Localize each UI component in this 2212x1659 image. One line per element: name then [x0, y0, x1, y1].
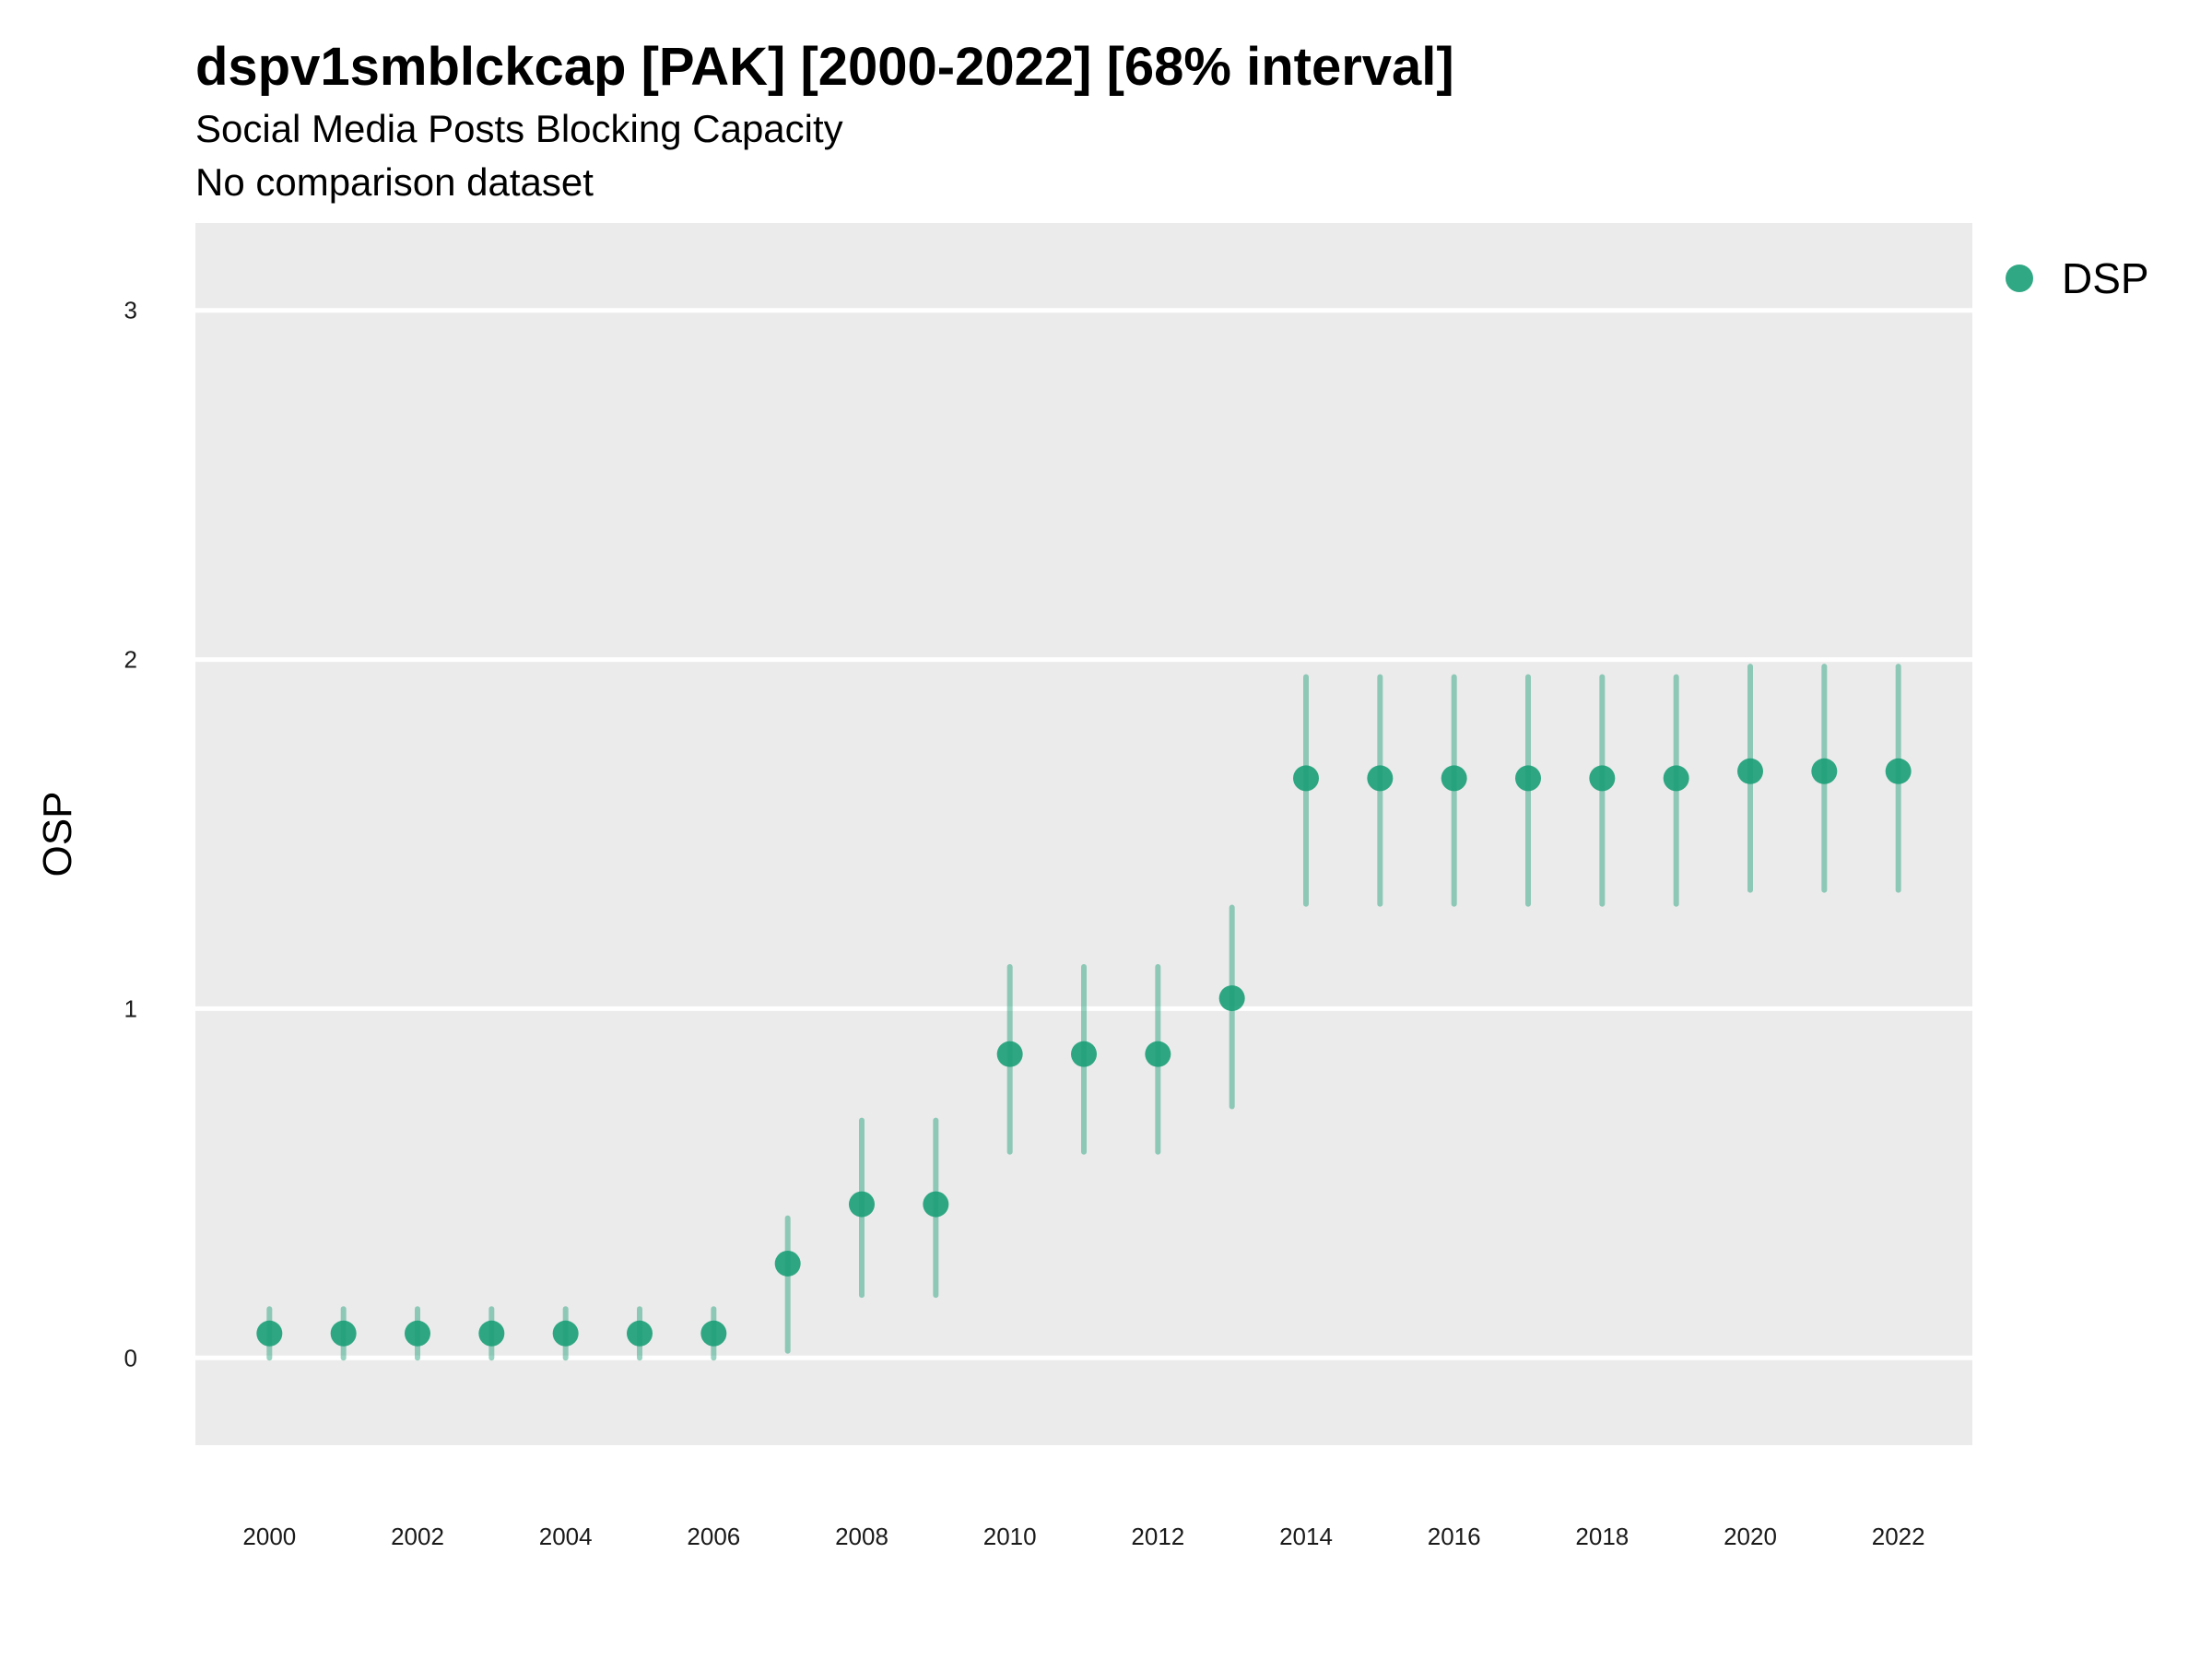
data-point-2011: [1071, 1041, 1097, 1067]
data-point-2004: [552, 1320, 579, 1347]
x-tick-label-2002: 2002: [391, 1523, 444, 1550]
x-tick-label-2016: 2016: [1428, 1523, 1481, 1550]
x-tick-label-2022: 2022: [1872, 1523, 1925, 1550]
data-point-2012: [1145, 1041, 1171, 1067]
data-point-2006: [700, 1320, 727, 1347]
x-tick-label-2004: 2004: [539, 1523, 593, 1550]
y-tick-label-3: 3: [124, 297, 137, 324]
data-point-2013: [1218, 985, 1245, 1012]
chart-subtitle: Social Media Posts Blocking Capacity: [195, 107, 843, 150]
data-point-2008: [849, 1191, 875, 1218]
legend-label: DSP: [2062, 254, 2149, 302]
data-point-2001: [330, 1320, 357, 1347]
data-point-2002: [405, 1320, 430, 1347]
legend: DSP: [2006, 254, 2149, 302]
x-tick-label-2014: 2014: [1279, 1523, 1333, 1550]
y-tick-label-2: 2: [124, 646, 137, 674]
x-tick-label-2020: 2020: [1724, 1523, 1777, 1550]
y-tick-label-1: 1: [124, 994, 137, 1022]
data-point-2020: [1737, 758, 1763, 784]
x-tick-label-2008: 2008: [835, 1523, 888, 1550]
data-point-2009: [923, 1191, 949, 1218]
chart-caption: No comparison dataset: [195, 160, 594, 204]
data-point-2015: [1367, 765, 1394, 792]
grid-lines: [195, 308, 1972, 1360]
data-point-2005: [627, 1320, 653, 1347]
data-point-2000: [256, 1320, 283, 1347]
data-point-2007: [774, 1250, 801, 1277]
data-points: [256, 758, 1912, 1347]
data-point-2022: [1885, 758, 1912, 784]
data-point-2010: [996, 1041, 1023, 1067]
data-point-2014: [1293, 765, 1319, 792]
y-axis-ticks: 0 1 2 3: [124, 297, 137, 1372]
data-point-2021: [1811, 758, 1838, 784]
x-tick-label-2006: 2006: [687, 1523, 740, 1550]
x-axis-ticks: 2000 2002 2004 2006 2008 2010 2012 2014 2016 2018…: [242, 1523, 1924, 1550]
y-axis-label: OSP: [35, 792, 80, 877]
x-tick-label-2018: 2018: [1575, 1523, 1629, 1550]
chart-title: dspv1smblckcap [PAK] [2000-2022] [68% in…: [195, 37, 1454, 97]
data-point-2017: [1515, 765, 1541, 792]
plot-panel: [195, 223, 1972, 1445]
legend-marker: [2006, 265, 2033, 292]
data-point-2018: [1589, 765, 1616, 792]
data-point-2003: [478, 1320, 505, 1347]
y-tick-label-0: 0: [124, 1344, 137, 1371]
x-tick-label-2010: 2010: [983, 1523, 1037, 1550]
x-tick-label-2012: 2012: [1131, 1523, 1184, 1550]
data-point-2019: [1663, 765, 1689, 792]
x-tick-label-2000: 2000: [242, 1523, 296, 1550]
data-point-2016: [1441, 765, 1467, 792]
